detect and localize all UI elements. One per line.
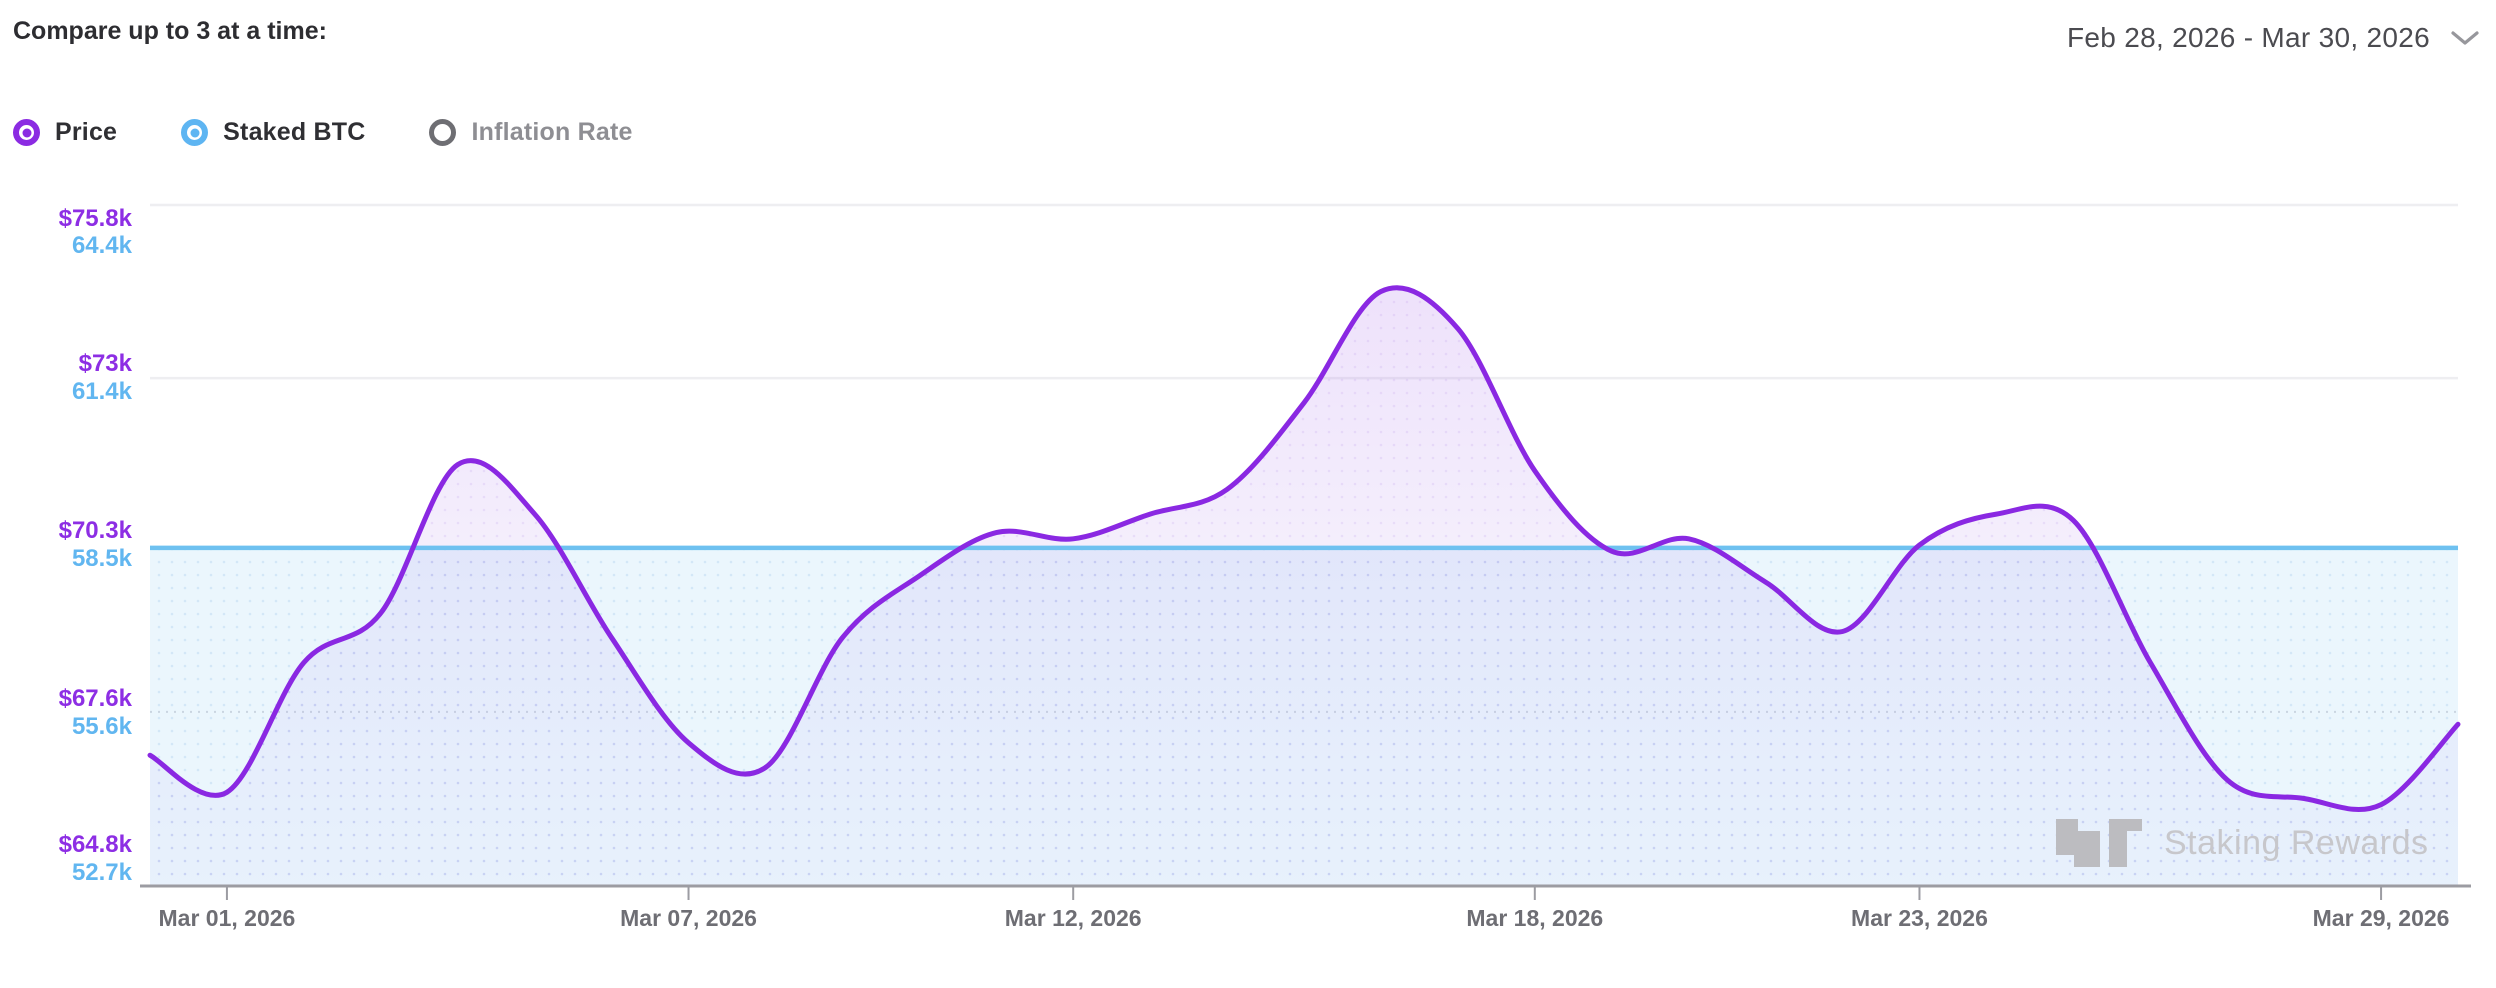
x-tick-label: Mar 07, 2026	[620, 905, 757, 931]
y-tick-label-staked: 64.4k	[71, 232, 132, 259]
x-tick-label: Mar 18, 2026	[1466, 905, 1604, 931]
y-tick-label-staked: 52.7k	[71, 859, 132, 886]
legend-radio-dot	[190, 128, 200, 137]
legend-item-inflation-rate[interactable]: Inflation Rate	[429, 118, 632, 147]
compare-label: Compare up to 3 at a time:	[13, 17, 327, 45]
y-tick-label-staked: 58.5k	[71, 545, 132, 572]
y-tick-label-staked: 55.6k	[71, 712, 132, 740]
price-area-texture	[150, 287, 2458, 885]
date-range-text: Feb 28, 2026 - Mar 30, 2026	[2067, 22, 2430, 53]
legend-radio-staked-btc-icon[interactable]	[181, 119, 209, 146]
x-tick-label: Mar 01, 2026	[158, 905, 296, 931]
legend-item-staked-btc[interactable]: Staked BTC	[181, 118, 365, 147]
chevron-down-icon	[2451, 31, 2479, 45]
y-tick-label-price: $75.8k	[58, 205, 132, 232]
y-tick-label-price: $73k	[78, 350, 132, 378]
legend-label-inflation-rate: Inflation Rate	[471, 118, 633, 146]
y-tick-label-staked: 61.4k	[71, 378, 132, 406]
metric-legend: Price Staked BTC Inflation Rate	[13, 118, 633, 147]
x-tick-label: Mar 23, 2026	[1851, 905, 1988, 931]
y-tick-label-price: $64.8k	[58, 831, 132, 858]
y-tick-label-price: $70.3k	[58, 517, 132, 544]
price-line[interactable]	[147, 285, 2461, 813]
legend-item-price[interactable]: Price	[13, 118, 117, 147]
legend-radio-inflation-rate-icon[interactable]	[429, 119, 457, 146]
x-tick-label: Mar 12, 2026	[1004, 905, 1142, 931]
legend-radio-dot	[22, 128, 31, 137]
x-tick-label: Mar 29, 2026	[2312, 905, 2450, 931]
legend-label-price: Price	[55, 118, 118, 146]
legend-radio-price-icon[interactable]	[13, 119, 40, 146]
date-range-control[interactable]: Feb 28, 2026 - Mar 30, 2026	[2067, 22, 2480, 54]
legend-label-staked-btc: Staked BTC	[223, 118, 366, 146]
y-tick-label-price: $67.6k	[58, 684, 132, 712]
